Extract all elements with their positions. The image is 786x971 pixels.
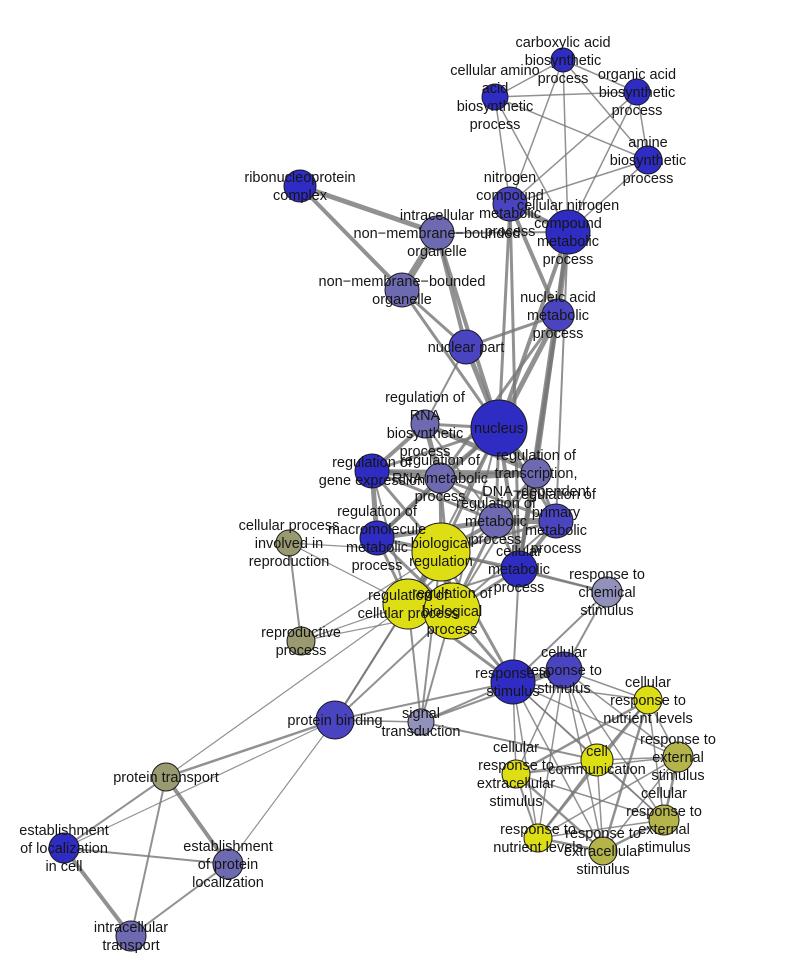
node-protein_binding[interactable]: [315, 700, 355, 740]
node-nucleic[interactable]: [541, 298, 575, 332]
node-cell_resp_extracell[interactable]: [501, 759, 531, 789]
edge-cellnit-nucleus: [497, 230, 570, 430]
node-ribo[interactable]: [283, 169, 317, 203]
edge-cell_resp_extracell-resp_extracell: [514, 772, 605, 853]
edge-resp_external-resp_extracell: [602, 756, 679, 852]
edge-est_prot_loc-intra_transport: [130, 863, 229, 937]
edge-cell_resp_stim-cell_resp_extracell: [515, 669, 565, 775]
node-resp_external[interactable]: [662, 741, 694, 773]
node-chem[interactable]: [591, 576, 623, 608]
node-transcription[interactable]: [520, 457, 552, 489]
edge-resp_stim-cell_resp_nutrient: [512, 681, 649, 701]
edge-resp_external-resp_nutrient: [537, 756, 679, 839]
edge-resp_stim-resp_external: [512, 681, 679, 758]
edge-cell_proc_repro-repro: [288, 542, 302, 642]
node-bio_reg[interactable]: [411, 522, 471, 582]
edge-nitrogen-nucleus: [497, 202, 512, 430]
node-protein_transport[interactable]: [151, 762, 181, 792]
node-est_loc_cell[interactable]: [48, 832, 80, 864]
node-rna_met[interactable]: [424, 462, 456, 494]
edge-ribo-non_mb: [298, 184, 404, 292]
edge-cell_resp_stim-signal_transd: [420, 669, 565, 723]
edge-resp_nutrient-cell_resp_external: [537, 819, 665, 839]
node-signal_transd[interactable]: [407, 708, 435, 736]
edge-nucleic-rna_met: [438, 313, 560, 480]
edge-nitrogen-nucleic: [508, 202, 560, 317]
node-resp_extracell[interactable]: [588, 836, 618, 866]
node-nitrogen[interactable]: [492, 186, 528, 222]
node-cell_resp_nutrient[interactable]: [633, 685, 663, 715]
edge-protein_binding-resp_stim: [334, 681, 514, 721]
node-intra_nmb[interactable]: [419, 215, 455, 251]
node-amine[interactable]: [633, 145, 663, 175]
node-cell_resp_stim[interactable]: [545, 651, 583, 689]
edge-resp_stim-resp_nutrient: [512, 681, 539, 839]
edge-amino-amine: [494, 96, 649, 161]
edge-carboxylic-amine: [562, 59, 649, 161]
edge-protein_binding-est_loc_cell: [63, 719, 336, 849]
node-est_prot_loc[interactable]: [212, 848, 244, 880]
node-resp_stim[interactable]: [490, 659, 536, 705]
edge-carboxylic-cellnit: [562, 59, 569, 233]
node-primary[interactable]: [538, 503, 574, 539]
edge-protein_transport-est_prot_loc: [164, 775, 230, 866]
node-repro[interactable]: [286, 626, 316, 656]
edge-protein_binding-est_prot_loc: [227, 719, 336, 865]
node-intra_transport[interactable]: [115, 920, 147, 952]
node-rna_bio[interactable]: [410, 409, 440, 439]
node-nucleus[interactable]: [470, 399, 528, 457]
edge-amine-nitrogen: [509, 159, 649, 205]
node-resp_nutrient[interactable]: [523, 823, 553, 853]
edge-nucleus-reg_bio: [451, 427, 500, 612]
node-non_mb[interactable]: [384, 272, 420, 308]
edge-cell_resp_extracell-cell_resp_external: [515, 773, 665, 821]
node-cell_resp_external[interactable]: [648, 804, 680, 836]
edge-cell_resp_stim-resp_external: [563, 669, 679, 758]
edge-protein_transport-est_loc_cell: [63, 776, 167, 849]
edge-organic-cellnit: [567, 91, 638, 233]
node-cell_comm[interactable]: [580, 743, 614, 777]
edge-protein_binding-protein_transport: [164, 718, 337, 779]
node-organic[interactable]: [623, 78, 651, 106]
node-metab[interactable]: [478, 503, 514, 539]
node-reg_bio[interactable]: [423, 582, 481, 640]
edge-cell_resp_nutrient-resp_extracell: [601, 698, 650, 853]
edge-nucleic-transcription: [534, 313, 560, 475]
node-cell_proc_repro[interactable]: [275, 529, 303, 557]
edge-cell_comm-signal_transd: [420, 721, 598, 761]
edge-cellnit-primary: [555, 231, 569, 522]
node-amino[interactable]: [481, 83, 509, 111]
edge-organic-nitrogen: [509, 91, 638, 205]
node-cell_metab[interactable]: [500, 550, 538, 588]
edge-protein_transport-reg_cell: [165, 603, 409, 778]
edge-carboxylic-nitrogen: [509, 59, 564, 205]
node-macro[interactable]: [359, 520, 395, 556]
edge-rna_met-primary: [438, 476, 558, 523]
edge-est_loc_cell-est_prot_loc: [63, 847, 229, 865]
edge-cell_resp_nutrient-cell_resp_extracell: [514, 698, 650, 776]
edge-amino-cellnit: [494, 96, 569, 233]
node-carboxylic[interactable]: [550, 47, 576, 73]
edge-amino-nitrogen: [494, 96, 511, 205]
edge-gene_expr-metab: [370, 469, 498, 523]
node-nuclear_part[interactable]: [448, 329, 484, 365]
edge-est_loc_cell-intra_transport: [62, 846, 133, 938]
edge-organic-amino: [494, 91, 638, 98]
node-cellnit[interactable]: [545, 209, 591, 255]
node-gene_expr[interactable]: [354, 453, 390, 489]
edge-ribo-intra_nmb: [297, 183, 440, 236]
